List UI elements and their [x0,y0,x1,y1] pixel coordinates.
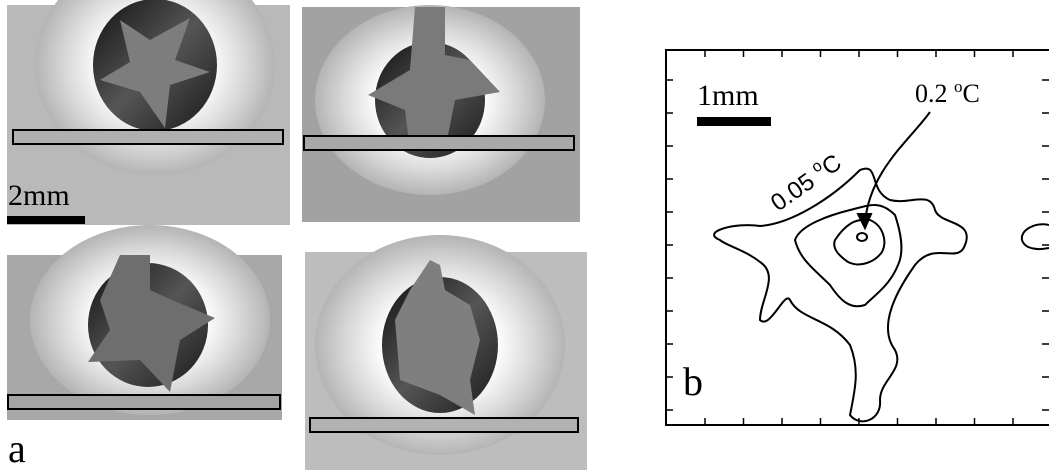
scale-bar [7,216,85,224]
contour-label: 0.2 oC [915,77,980,108]
image-2 [302,5,580,222]
contour-value: 0.05 [766,168,820,217]
image-4 [305,235,587,470]
contour-inner [834,220,884,265]
scale-bar-label: 1mm [697,79,759,112]
contour-outer [714,169,967,422]
contour-value: 0.2 [915,79,948,108]
panel-label: b [683,359,703,404]
unit-super: o [954,77,963,96]
unit: C [817,149,847,181]
contour-middle [795,205,901,306]
scale-bar [697,117,771,126]
scale-bar-label: 2mm [8,179,70,212]
contour-peak [857,233,867,241]
panel-label: a [8,426,26,471]
image-3 [0,225,282,472]
unit: C [963,79,980,108]
contour-label: 0.05 oC [765,147,847,216]
figure: 2mm a 1mm b 0.2 oC 0.05 oC [0,0,1049,472]
